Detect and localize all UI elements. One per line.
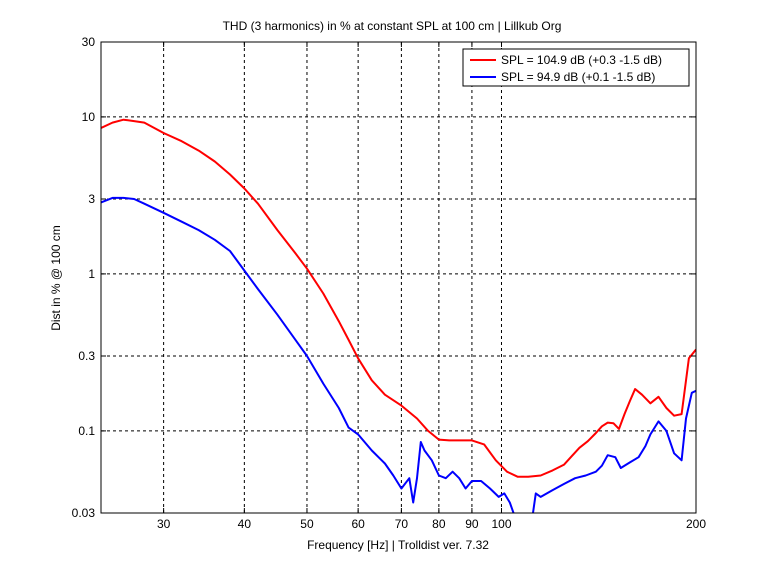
x-tick-label: 90 [465,517,479,531]
x-tick-label: 50 [300,517,314,531]
y-tick-label: 1 [88,267,95,281]
axis-ticks: 30 40 50 60 70 80 90 100 200 0.03 0.1 0.3 1 3 10 30 [72,35,707,531]
plot-area [101,42,696,513]
series-line-2 [101,196,696,513]
x-tick-label: 70 [395,517,409,531]
legend-label-series-1: SPL = 104.9 dB (+0.3 -1.5 dB) [501,53,662,67]
legend-box [462,48,690,87]
y-tick-label: 0.1 [78,424,95,438]
x-tick-label: 100 [491,517,511,531]
series-line-1 [101,118,696,478]
series-lines [101,118,696,513]
legend: SPL = 104.9 dB (+0.3 -1.5 dB) SPL = 94.9… [462,48,690,87]
y-tick-label: 3 [88,192,95,206]
plot-frame [100,41,697,514]
x-tick-label: 40 [238,517,252,531]
x-axis-label: Frequency [Hz] | Trolldist ver. 7.32 [307,538,489,552]
x-tick-label: 30 [157,517,171,531]
y-tick-label: 0.3 [78,349,95,363]
x-tick-label: 60 [351,517,365,531]
x-tick-label: 200 [686,517,706,531]
y-axis-label: Dist in % @ 100 cm [49,225,63,331]
x-tick-label: 80 [432,517,446,531]
y-tick-label: 10 [82,110,96,124]
chart-title: THD (3 harmonics) in % at constant SPL a… [223,19,562,33]
legend-label-series-2: SPL = 94.9 dB (+0.1 -1.5 dB) [501,70,655,84]
y-tick-label: 30 [82,35,96,49]
y-tick-label: 0.03 [72,506,96,520]
grid-lines [101,42,696,513]
